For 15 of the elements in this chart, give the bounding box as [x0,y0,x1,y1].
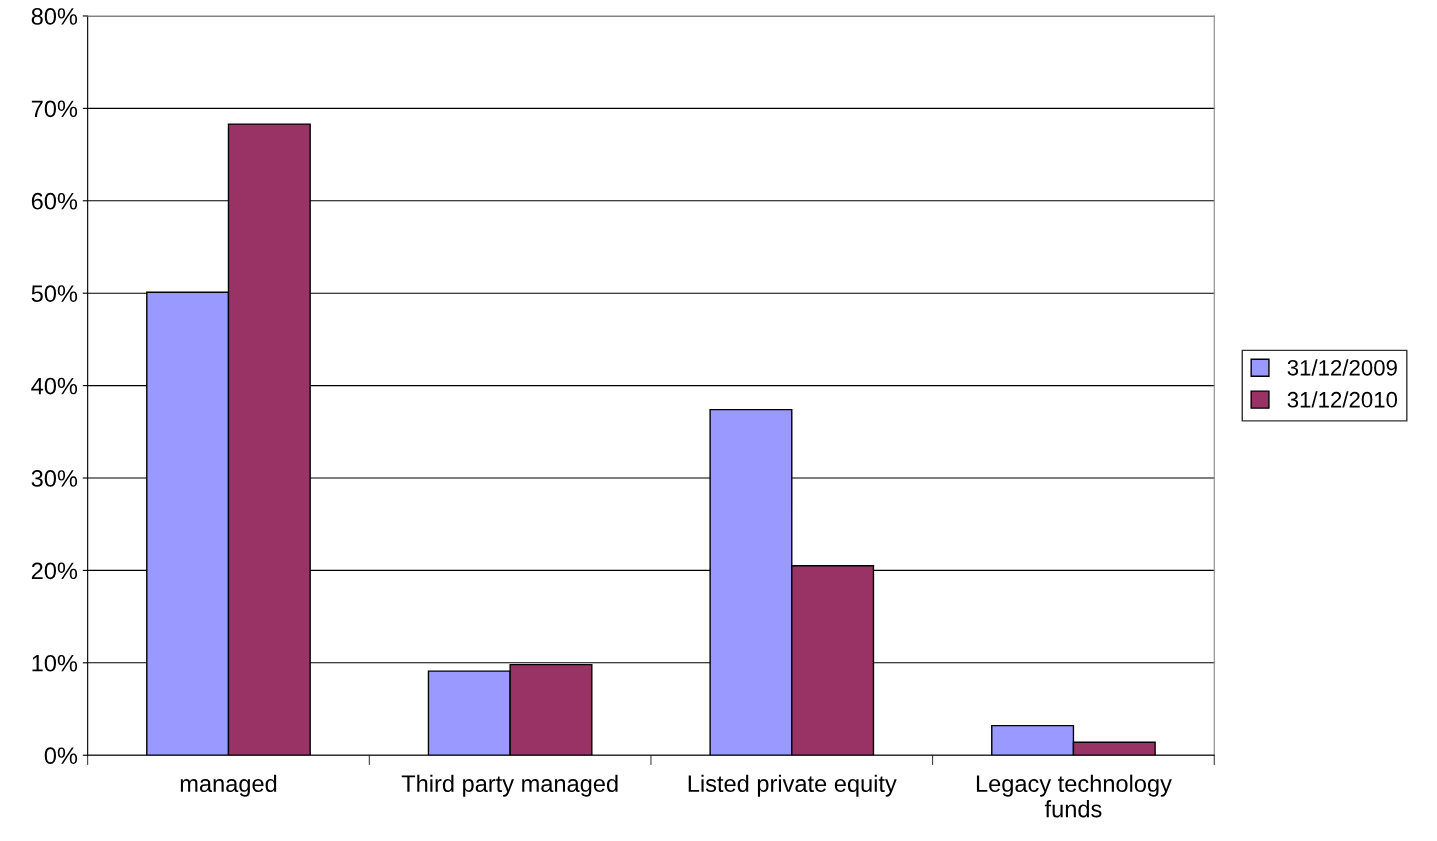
y-tick-label: 10% [32,654,78,672]
y-tick-label: 0% [44,747,78,765]
y-tick-label: 40% [31,377,78,395]
legend-label: 31/12/2009 [1287,359,1397,376]
x-tick-label: managed [180,774,277,797]
y-tick-label: 50% [31,285,78,302]
y-tick-label: 60% [31,192,78,210]
x-tick-label: Third party managed [401,774,618,797]
legend-label: 31/12/2010 [1287,391,1398,408]
y-tick-label: 80% [31,8,78,25]
y-tick-label: 20% [31,562,78,580]
y-tick-label: 70% [31,100,78,118]
x-tick-label: Listed private equity [688,774,897,797]
y-tick-label: 30% [31,470,78,487]
x-tick-label: Legacy technology funds [976,774,1172,818]
